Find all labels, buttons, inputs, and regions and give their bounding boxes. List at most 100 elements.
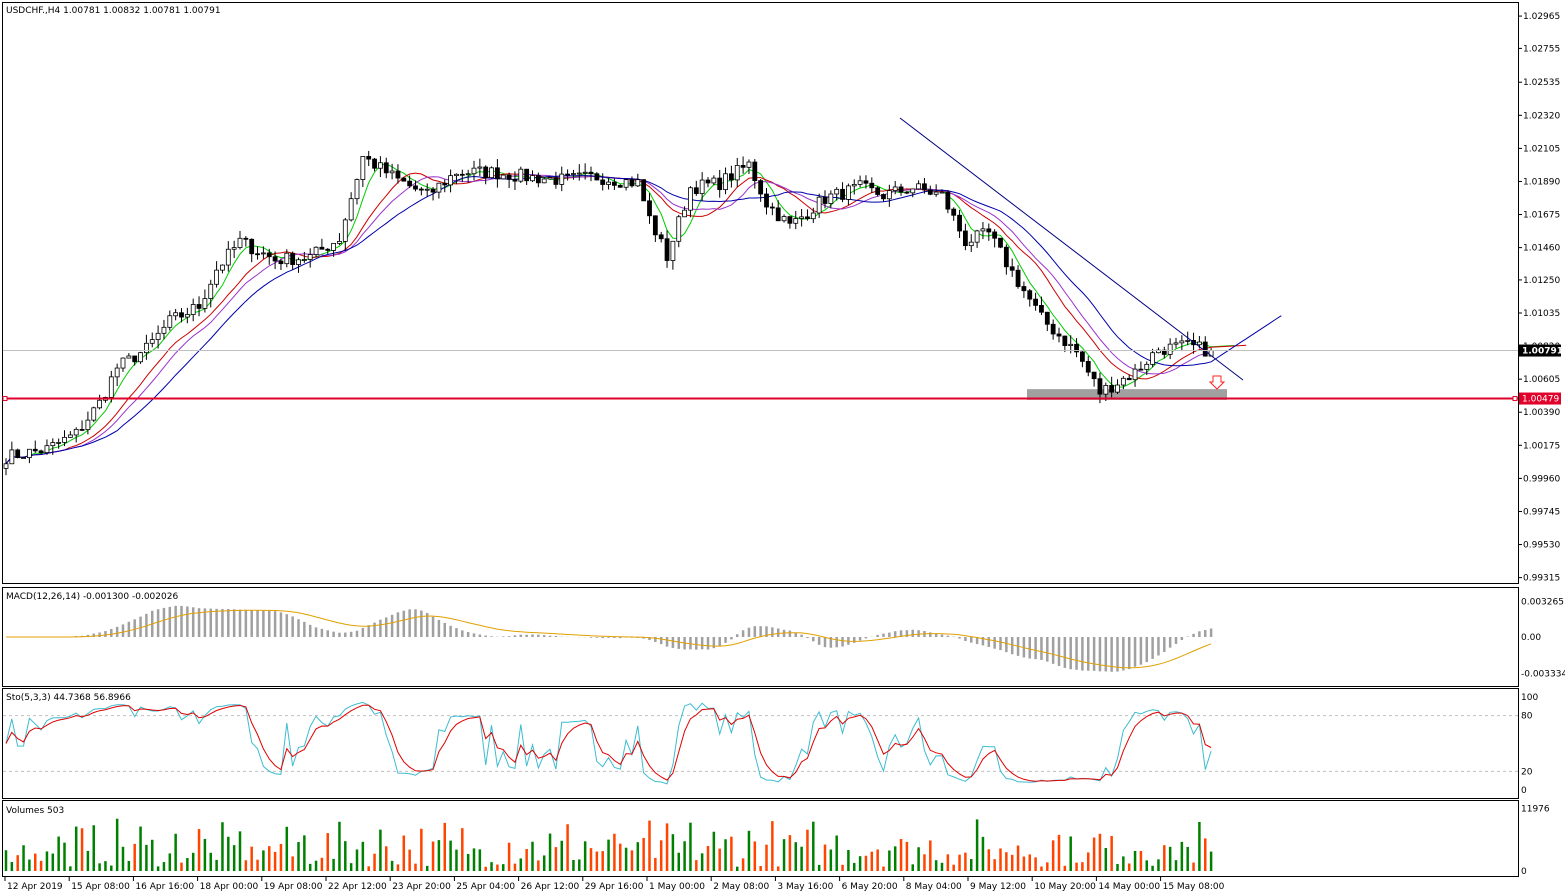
candle	[97, 394, 102, 410]
candle-body	[190, 304, 196, 315]
candle	[834, 187, 840, 201]
candle-body	[588, 171, 594, 175]
candle	[1109, 376, 1115, 398]
candle	[220, 264, 225, 274]
candle-body	[138, 352, 143, 363]
time-tick-label: 18 Apr 00:00	[200, 882, 259, 892]
candle	[489, 166, 494, 179]
stochastic-tick-label: 0	[1521, 786, 1527, 796]
candle	[968, 234, 974, 252]
candle-body	[202, 298, 208, 309]
candle	[401, 177, 407, 182]
candle-body	[50, 442, 56, 447]
candle-body	[576, 172, 582, 175]
candle	[161, 319, 167, 340]
candle-body	[740, 165, 746, 168]
candle-body	[395, 170, 401, 179]
level-price-value: 1.00479	[1522, 395, 1559, 405]
candle-body	[1027, 290, 1033, 300]
candle	[313, 246, 319, 258]
candle-body	[67, 434, 73, 438]
price-tick-label: 0.99315	[1523, 574, 1560, 584]
candle-body	[459, 173, 465, 176]
candle-body	[793, 218, 799, 224]
candle	[372, 157, 377, 172]
candle-body	[641, 179, 647, 202]
candle-body	[184, 314, 190, 318]
candle-body	[922, 183, 927, 191]
candle-body	[214, 269, 220, 285]
candle	[670, 240, 676, 270]
candle	[980, 222, 986, 240]
candles	[3, 150, 1214, 476]
candle-body	[260, 252, 266, 255]
candle	[810, 207, 816, 223]
candle	[1050, 319, 1056, 340]
candle	[377, 156, 383, 178]
candle-body	[477, 166, 483, 169]
candle	[73, 427, 79, 443]
candle	[565, 169, 570, 181]
candle-body	[857, 180, 863, 185]
candle-body	[775, 207, 781, 222]
candle	[524, 168, 530, 186]
candle	[635, 173, 641, 187]
candle	[781, 214, 787, 223]
candle-body	[945, 191, 951, 210]
candle	[688, 186, 693, 218]
candle-body	[705, 179, 711, 184]
trendline[interactable]	[899, 117, 1244, 381]
candle	[1091, 371, 1097, 387]
candle-body	[904, 191, 910, 194]
candle-body	[1021, 286, 1027, 292]
candle-body	[489, 167, 494, 179]
candle	[454, 173, 459, 185]
candle	[851, 179, 857, 195]
candle	[1039, 296, 1044, 316]
candle	[746, 159, 752, 174]
candle-body	[360, 156, 366, 180]
candle	[342, 217, 348, 251]
candle-body	[746, 161, 752, 168]
candle	[260, 246, 266, 259]
candle	[1126, 374, 1132, 381]
candle-body	[512, 178, 518, 182]
candle	[606, 178, 611, 190]
candle-body	[617, 184, 623, 188]
time-axis: 12 Apr 2019 15 Apr 08:00 16 Apr 16:00 18 Ap…	[4, 877, 1225, 892]
candle-body	[15, 449, 21, 458]
symbol-header: USDCHF.,H4 1.00781 1.00832 1.00781 1.007…	[6, 6, 221, 16]
candle-body	[629, 179, 635, 187]
candle	[846, 183, 851, 206]
candle	[547, 177, 553, 180]
candle-body	[220, 264, 225, 271]
time-tick-label: 3 May 16:00	[777, 882, 833, 892]
candle	[799, 208, 804, 227]
candle-body	[143, 342, 149, 354]
candle-body	[840, 188, 845, 200]
candle	[272, 251, 278, 270]
candle-body	[559, 173, 565, 185]
candle	[91, 406, 97, 423]
candle-body	[62, 436, 67, 443]
macd-histogram	[6, 605, 1213, 672]
price-tick-label: 1.01250	[1523, 276, 1560, 286]
candle-body	[518, 168, 524, 182]
candle	[32, 440, 38, 453]
candle-body	[898, 186, 904, 193]
volumes-label: Volumes 503	[6, 806, 64, 816]
candle-body	[278, 260, 284, 265]
candle	[237, 231, 243, 250]
candle-body	[307, 254, 313, 260]
ma-blue-line	[5, 175, 1282, 465]
macd-tick-label: 0.003265	[1521, 597, 1564, 607]
candle-body	[3, 463, 9, 469]
candle	[734, 157, 740, 187]
candle-body	[963, 230, 968, 247]
candle-body	[869, 182, 875, 189]
candle	[1021, 281, 1027, 298]
candle	[1044, 311, 1050, 332]
candle-body	[500, 174, 506, 180]
candle	[974, 229, 980, 248]
